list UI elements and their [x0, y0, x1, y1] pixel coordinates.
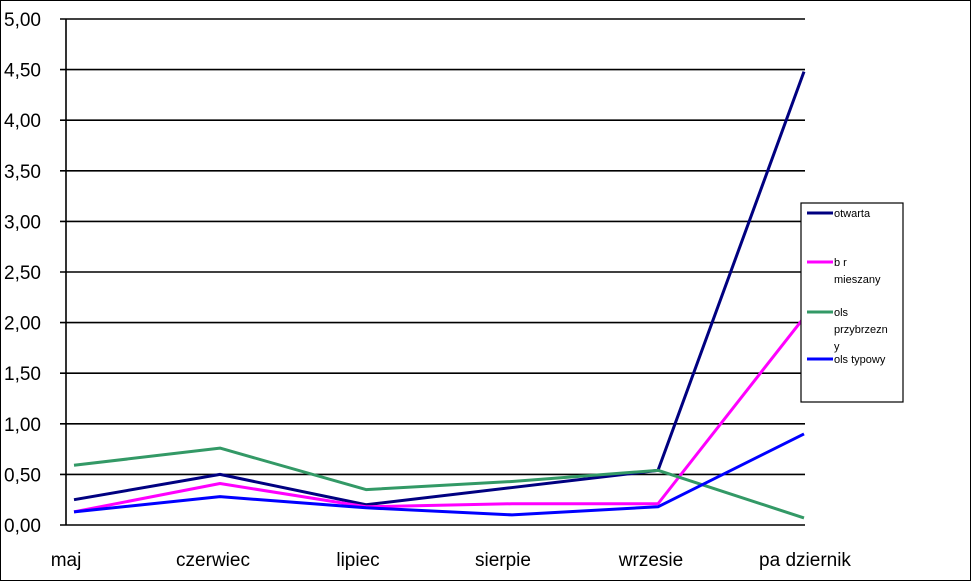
x-tick-labels: maj czerwiec lipiec sierpie wrzesie pa dziern… [51, 550, 852, 571]
legend-label: otwarta [834, 208, 871, 220]
legend-box [800, 202, 904, 403]
series-lines [73, 71, 806, 520]
legend-label: mieszany [834, 274, 881, 286]
x-tick-label: czerwiec [176, 550, 250, 571]
y-tick-label: 5,00 [4, 10, 41, 31]
y-tick-label: 2,00 [4, 314, 41, 335]
legend-label: b r [834, 257, 847, 269]
y-tick-label: 3,50 [4, 162, 41, 183]
x-tick-label: wrzesie [618, 550, 683, 571]
x-tick-label: lipiec [336, 550, 379, 571]
y-tick-label: 0,00 [4, 516, 41, 537]
legend-label: y [834, 341, 840, 353]
y-tick-labels: 0,00 0,50 1,00 1,50 2,00 2,50 3,00 3,50 4,00 4,50… [4, 10, 41, 537]
y-tick-label: 4,50 [4, 61, 41, 82]
y-tick-label: 0,50 [4, 465, 41, 486]
y-tick-label: 1,50 [4, 364, 41, 385]
y-tick-label: 4,00 [4, 111, 41, 132]
series-line [73, 71, 806, 507]
series-line [73, 446, 805, 520]
x-tick-label: maj [51, 550, 82, 571]
legend-label: ols [834, 307, 849, 319]
legend-label: ols typowy [834, 354, 886, 366]
y-tick-label: 3,00 [4, 212, 41, 233]
y-tick-label: 2,50 [4, 263, 41, 284]
series-line [73, 432, 805, 517]
y-tick-label: 1,00 [4, 415, 41, 436]
legend-label: przybrzezn [834, 324, 888, 336]
x-tick-label: pa dziernik [759, 550, 851, 571]
series-line [73, 316, 806, 514]
x-tick-label: sierpie [475, 550, 531, 571]
gridlines [60, 18, 805, 526]
